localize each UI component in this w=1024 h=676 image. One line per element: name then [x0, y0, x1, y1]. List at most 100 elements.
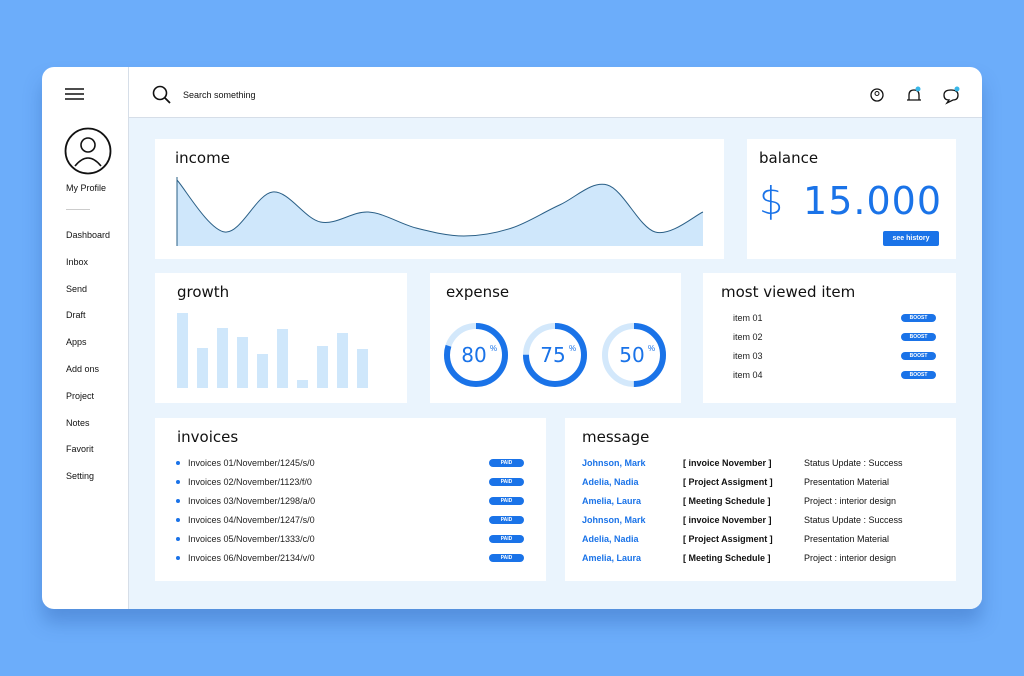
topbar: Search something [129, 67, 982, 118]
panel-title: most viewed item [721, 283, 856, 301]
growth-bar [297, 380, 308, 388]
menu-item[interactable]: Draft [66, 310, 86, 321]
menu-item[interactable]: Apps [66, 337, 87, 348]
invoice-label: Invoices 05/November/1333/c/0 [188, 534, 315, 544]
subject: [ Project Assigment ] [683, 534, 773, 544]
income-panel: income [155, 139, 724, 259]
bullet [176, 461, 180, 465]
sender[interactable]: Adelia, Nadia [582, 477, 639, 487]
balance-amount: 15.000 [803, 179, 942, 223]
boost-button[interactable]: BOOST [901, 314, 936, 322]
item-label: item 02 [733, 332, 763, 342]
divider [66, 209, 90, 210]
search-input[interactable]: Search something [183, 90, 256, 100]
subject: [ Meeting Schedule ] [683, 496, 771, 506]
status: Presentation Material [804, 477, 890, 487]
invoice-label: Invoices 02/November/1123/f/0 [188, 477, 312, 487]
currency: $ [759, 179, 784, 223]
paid-badge: PAID [489, 554, 524, 562]
panel-title: message [582, 428, 650, 446]
growth-bar [277, 329, 288, 388]
item-label: item 01 [733, 313, 763, 323]
balance-panel: balance $ 15.000 see history [747, 139, 956, 259]
bullet [176, 556, 180, 560]
menu-item[interactable]: Inbox [66, 256, 89, 267]
bullet [176, 537, 180, 541]
menu-item[interactable]: Setting [66, 471, 95, 482]
sender[interactable]: Amelia, Laura [582, 553, 642, 563]
donut-value: 80 [461, 343, 486, 367]
bullet [176, 518, 180, 522]
history-button[interactable]: see history [883, 231, 939, 246]
paid-badge: PAID [489, 459, 524, 467]
panel-title: expense [446, 283, 510, 301]
boost-button[interactable]: BOOST [901, 333, 936, 341]
boost-button[interactable]: BOOST [901, 352, 936, 360]
donut-arc [523, 323, 587, 387]
search-icon[interactable] [152, 85, 172, 105]
sender[interactable]: Johnson, Mark [582, 458, 646, 468]
content: income balance $ 15.000 see history grow… [129, 118, 982, 609]
income-chart [176, 177, 704, 246]
paid-badge: PAID [489, 535, 524, 543]
donut-arc [602, 323, 666, 387]
subject: [ invoice November ] [683, 515, 772, 525]
paid-badge: PAID [489, 478, 524, 486]
invoice-label: Invoices 03/November/1298/a/0 [188, 496, 316, 506]
paid-badge: PAID [489, 516, 524, 524]
invoice-label: Invoices 01/November/1245/s/0 [188, 458, 315, 468]
panel-title: invoices [177, 428, 239, 446]
sender[interactable]: Amelia, Laura [582, 496, 642, 506]
growth-panel: growth [155, 273, 407, 403]
status: Presentation Material [804, 534, 890, 544]
growth-bar [237, 337, 248, 388]
top-icons [870, 86, 960, 105]
panel-title: growth [177, 283, 230, 301]
item-label: item 04 [733, 370, 763, 380]
chat-icon[interactable] [943, 86, 960, 105]
donut-unit: % [490, 344, 497, 353]
menu-item[interactable]: Project [66, 390, 95, 401]
expense-panel: expense 80% 75% 50% [430, 273, 681, 403]
message-panel: message Johnson, Mark [ invoice November … [565, 418, 956, 581]
bullet [176, 499, 180, 503]
donut-value: 75 [540, 343, 565, 367]
profile-label[interactable]: My Profile [66, 183, 107, 193]
app-window: My Profile Dashboard Inbox Send Draft Apps Ad… [42, 67, 982, 609]
most-viewed-panel: most viewed item item 01 BOOST item 02 BOOS… [703, 273, 956, 403]
boost-button[interactable]: BOOST [901, 371, 936, 379]
income-area [177, 180, 703, 246]
menu-item[interactable]: Favorit [66, 444, 94, 455]
donut-unit: % [569, 344, 576, 353]
donut-value: 50 [619, 343, 644, 367]
menu-item[interactable]: Notes [66, 417, 90, 428]
invoices-panel: invoices Invoices 01/November/1245/s/0 PA… [155, 418, 546, 581]
growth-bar [217, 328, 228, 388]
invoice-label: Invoices 06/November/2134/v/0 [188, 553, 315, 563]
paid-badge: PAID [489, 497, 524, 505]
menu-item[interactable]: Send [66, 283, 88, 294]
status: Status Update : Success [804, 515, 903, 525]
menu-icon[interactable] [64, 87, 86, 101]
account-icon[interactable] [870, 88, 884, 102]
growth-bar [177, 313, 188, 388]
growth-bar [357, 349, 368, 388]
growth-bar [337, 333, 348, 388]
subject: [ Meeting Schedule ] [683, 553, 771, 563]
bell-icon[interactable] [907, 86, 921, 101]
invoice-label: Invoices 04/November/1247/s/0 [188, 515, 315, 525]
status: Project : interior design [804, 496, 897, 506]
sender[interactable]: Johnson, Mark [582, 515, 646, 525]
growth-chart [177, 313, 368, 388]
growth-bar [317, 346, 328, 388]
income-line [176, 179, 704, 237]
sender[interactable]: Adelia, Nadia [582, 534, 639, 544]
status: Project : interior design [804, 553, 897, 563]
avatar[interactable] [63, 126, 113, 176]
subject: [ Project Assigment ] [683, 477, 773, 487]
menu-item[interactable]: Add ons [66, 364, 100, 374]
panel-title: balance [759, 149, 819, 167]
menu-item[interactable]: Dashboard [66, 230, 111, 240]
item-label: item 03 [733, 351, 763, 361]
